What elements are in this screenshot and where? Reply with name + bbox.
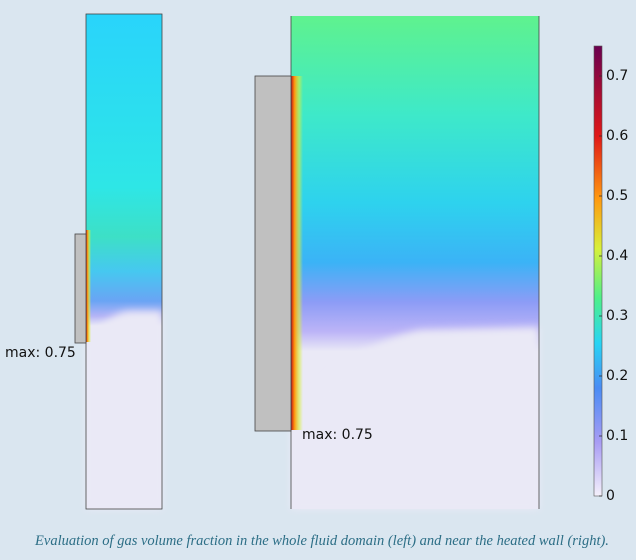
left-interface [86, 311, 162, 509]
max-annotation: max: 0.75 [5, 345, 76, 361]
colorbar-gradient [593, 45, 603, 497]
colorbar-tick-label: 0.7 [606, 68, 628, 84]
colorbar-tick-label: 0.3 [606, 308, 628, 324]
colorbar-tick-label: 0.1 [606, 428, 628, 444]
caption: Evaluation of gas volume fraction in the… [34, 533, 609, 549]
colorbar-tick-label: 0 [606, 488, 615, 504]
colorbar-tick-label: 0.6 [606, 128, 628, 144]
left-heater [74, 233, 87, 344]
left-hot-layer [86, 230, 91, 342]
right-heater [254, 75, 292, 432]
colorbar-tick-label: 0.4 [606, 248, 628, 264]
max-annotation: max: 0.75 [302, 427, 373, 443]
colorbar-tick-label: 0.2 [606, 368, 628, 384]
colorbar-tick-label: 0.5 [606, 188, 628, 204]
colorbar: 0 0.1 0.2 0.3 0.4 0.5 0.6 0.7 [593, 45, 628, 504]
right-interface [291, 327, 539, 509]
right-hot-layer [291, 76, 303, 430]
